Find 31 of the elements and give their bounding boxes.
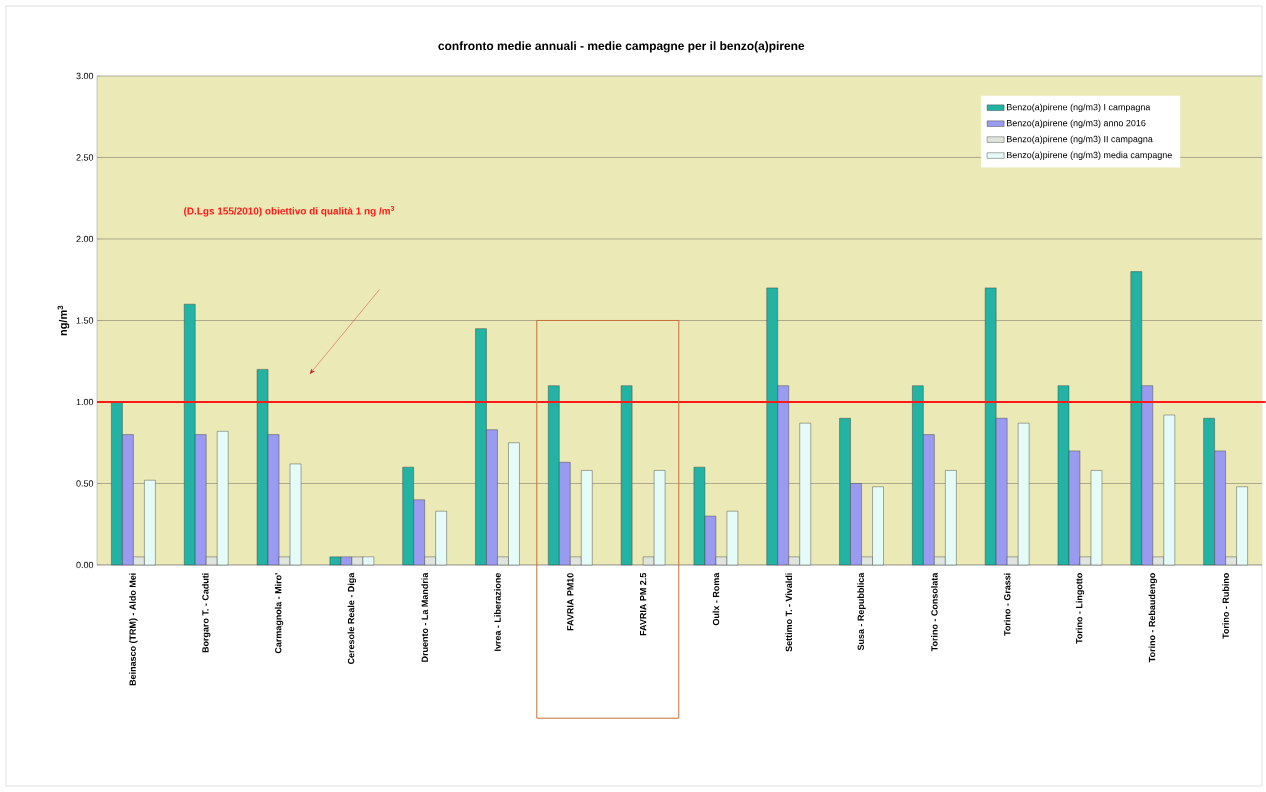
y-tick-label: 2.00 <box>76 235 94 243</box>
y-tick-label: 2.50 <box>76 154 94 161</box>
bar <box>620 385 633 566</box>
y-tick-label: 3.00 <box>76 72 94 80</box>
y-tick-label: 0.00 <box>76 561 94 569</box>
x-tick-label: Ivrea - Liberazione <box>494 573 501 651</box>
y-tick-label: 1.00 <box>76 398 94 406</box>
x-tick-label: FAVRIA PM10 <box>567 573 574 631</box>
x-tick-label: Susa - Repubblica <box>857 572 866 651</box>
y-tick-label: 0.50 <box>76 480 94 487</box>
x-tick-label: Settimo T. - Vivaldi <box>785 573 793 652</box>
x-tick-label: Carmagnola - Miro' <box>274 573 284 654</box>
x-tick-label: Druento - La Mandria <box>421 572 428 662</box>
x-tick-label: Torino - Lingotto <box>1075 573 1085 644</box>
chart-title: confronto medie annuali - medie campagne per il benzo(a)pirene <box>438 41 805 53</box>
legend-label: Benzo(a)pirene (ng/m3) media campagne <box>1007 151 1172 160</box>
legend-label: Benzo(a)pirene (ng/m3) anno 2016 <box>1007 119 1146 129</box>
y-tick-label: 1.50 <box>76 317 94 324</box>
y-axis-title: ng/m$^{3}$ <box>57 305 70 336</box>
x-tick-label: Oulx - Roma <box>712 572 720 626</box>
legend-label: Benzo(a)pirene (ng/m3) II campagna <box>1007 135 1153 144</box>
x-tick-label: Torino - Grassi <box>1003 573 1011 636</box>
legend-label: Benzo(a)pirene (ng/m3) I campagna <box>1007 103 1151 113</box>
x-tick-label: FAVRIA PM 2.5 <box>639 573 647 636</box>
ref-line-label: (D.Lgs 155/2010) obiettivo di qualità 1 ng /m$^{3}$ <box>184 205 395 217</box>
x-tick-label: Torino - Rubino <box>1222 573 1229 639</box>
x-tick-label: Torino - Rebaudengo <box>1148 573 1157 663</box>
x-tick-label: Torino - Consolata <box>931 572 938 652</box>
x-tick-label: Borgaro T. - Caduti <box>202 573 211 653</box>
x-tick-label: Beinasco (TRM) - Aldo Mei <box>129 573 138 686</box>
x-tick-label: Ceresole Reale - Diga <box>347 572 357 665</box>
